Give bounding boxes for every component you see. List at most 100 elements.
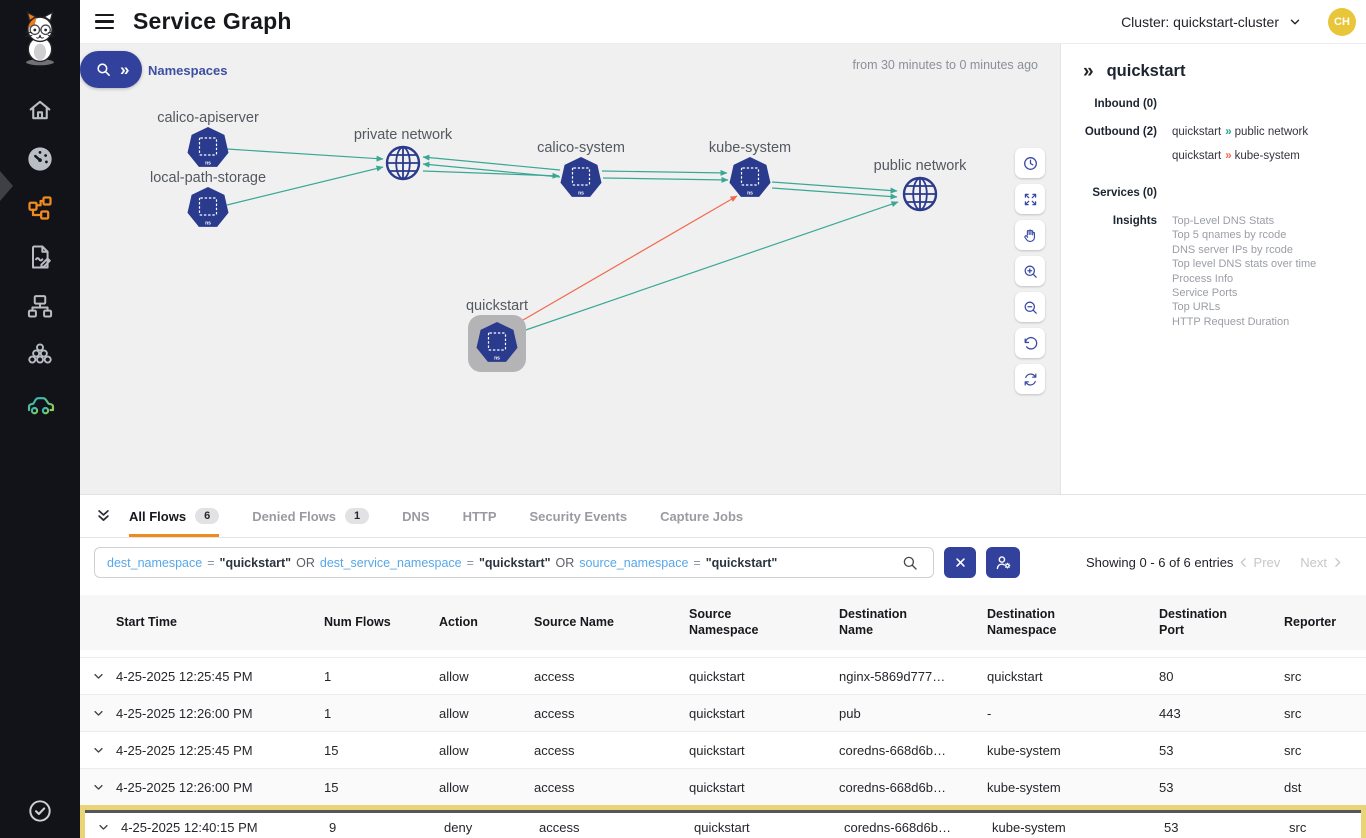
column-header[interactable]: Source Namespace xyxy=(689,607,759,637)
sidebar-item-dashboard-gauge-icon[interactable] xyxy=(25,144,55,174)
table-row[interactable]: 4-25-2025 12:25:45 PM 1 allow access quickst… xyxy=(80,657,1366,694)
refresh-button[interactable] xyxy=(1015,364,1045,394)
sidebar-item-policies-icon[interactable] xyxy=(25,242,55,272)
query-token-field: dest_service_namespace xyxy=(319,555,462,570)
row-expander-icon[interactable] xyxy=(80,669,116,684)
zoom-out-button[interactable] xyxy=(1015,292,1045,322)
graph-edge-allow[interactable] xyxy=(516,201,899,334)
graph-edge-allow[interactable] xyxy=(771,187,898,200)
graph-edge-allow[interactable] xyxy=(601,169,728,176)
sidebar-item-service-graph-icon[interactable] xyxy=(25,193,55,223)
row-expander-icon[interactable] xyxy=(80,706,116,721)
table-cell: - xyxy=(987,705,992,721)
insight-link[interactable]: Top 5 qnames by rcode xyxy=(1172,229,1287,242)
row-expander-icon[interactable] xyxy=(80,780,116,795)
graph-node-kube-system[interactable]: ns kube-system xyxy=(707,138,793,197)
graph-search-pill[interactable]: » xyxy=(80,51,143,88)
row-expander-icon[interactable] xyxy=(85,820,121,835)
graph-edge-deny[interactable] xyxy=(510,195,738,328)
details-section-label: Services (0) xyxy=(1092,187,1157,199)
table-row[interactable]: 4-25-2025 12:40:15 PM 9 deny access quicksta… xyxy=(80,805,1366,838)
tab-dns[interactable]: DNS xyxy=(402,495,429,537)
entry-source: quickstart xyxy=(1172,126,1222,138)
tab-denied-flows[interactable]: Denied Flows 1 xyxy=(252,495,370,537)
fit-to-screen-button[interactable] xyxy=(1015,184,1045,214)
table-row[interactable]: 4-25-2025 12:26:00 PM 1 allow access quickst… xyxy=(80,694,1366,731)
sidebar-item-certificate-check-icon[interactable] xyxy=(25,796,55,826)
sidebar-item-network-topology-icon[interactable] xyxy=(25,291,55,321)
breadcrumb[interactable]: Namespaces xyxy=(148,63,228,78)
tab-all-flows[interactable]: All Flows 6 xyxy=(129,495,220,537)
pan-button[interactable] xyxy=(1015,220,1045,250)
collapse-flows-icon[interactable] xyxy=(94,507,113,526)
graph-node-calico-apiserver[interactable]: ns calico-apiserver xyxy=(155,108,261,167)
graph-edge-allow[interactable] xyxy=(422,170,560,179)
insight-link[interactable]: DNS server IPs by rcode xyxy=(1172,243,1294,256)
column-header[interactable]: Source Name xyxy=(534,615,614,629)
insight-link[interactable]: Top URLs xyxy=(1172,301,1221,314)
column-header[interactable]: Reporter xyxy=(1284,615,1337,629)
graph-node-calico-system[interactable]: ns calico-system xyxy=(535,138,627,197)
table-cell: access xyxy=(534,668,575,684)
graph-edge-allow[interactable] xyxy=(602,176,729,183)
next-page-button[interactable]: Next xyxy=(1300,555,1344,570)
flow-direction-icon: » xyxy=(1225,126,1231,138)
flow-filter-input[interactable]: dest_namespace = "quickstart" OR dest_servic… xyxy=(94,547,934,578)
collapse-panel-icon[interactable]: » xyxy=(1083,61,1094,82)
insight-link[interactable]: Top-Level DNS Stats xyxy=(1172,215,1275,227)
table-cell: coredns-668d6b… xyxy=(839,742,946,758)
menu-hamburger-icon[interactable] xyxy=(95,13,114,30)
insight-link[interactable]: Process Info xyxy=(1172,272,1234,285)
table-cell: allow xyxy=(439,742,469,758)
table-cell: 4-25-2025 12:40:15 PM xyxy=(121,820,258,835)
graph-edge-allow[interactable] xyxy=(226,165,384,206)
column-header[interactable]: Destination Port xyxy=(1159,607,1228,637)
graph-node-private-network[interactable]: private network xyxy=(352,125,455,181)
graph-edge-allow[interactable] xyxy=(422,154,561,171)
svg-text:ns: ns xyxy=(747,191,753,197)
calico-cat-logo[interactable] xyxy=(14,8,66,73)
tab-http[interactable]: HTTP xyxy=(463,495,497,537)
graph-node-quickstart[interactable]: ns quickstart xyxy=(464,296,530,372)
service-graph-canvas[interactable]: ns calico-apiserver ns local-path-storage pr… xyxy=(80,44,1060,494)
query-token-field: source_namespace xyxy=(579,555,689,570)
time-range-label: from 30 minutes to 0 minutes ago xyxy=(852,58,1038,72)
graph-node-public-network[interactable]: public network xyxy=(872,156,969,212)
column-header[interactable]: Start Time xyxy=(116,615,177,629)
flow-settings-button[interactable] xyxy=(986,547,1020,578)
outbound-entry[interactable]: quickstart» kube-system xyxy=(1172,149,1308,164)
cluster-selector[interactable]: Cluster: quickstart-cluster xyxy=(1121,14,1302,30)
table-cell: 53 xyxy=(1164,820,1179,835)
insight-link[interactable]: Service Ports xyxy=(1172,287,1238,300)
tab-security-events[interactable]: Security Events xyxy=(530,495,628,537)
undo-button[interactable] xyxy=(1015,328,1045,358)
outbound-entry[interactable]: quickstart» public network xyxy=(1172,125,1308,140)
sidebar-item-home-icon[interactable] xyxy=(25,95,55,125)
column-header[interactable]: Destination Namespace xyxy=(987,607,1057,637)
sidebar-item-workloads-cluster-icon[interactable] xyxy=(25,340,55,370)
row-expander-icon[interactable] xyxy=(80,743,116,758)
sidebar-item-compliance-car-icon[interactable] xyxy=(25,389,55,419)
chevron-down-icon xyxy=(1290,19,1300,24)
table-row[interactable]: 4-25-2025 12:26:00 PM 15 allow access quicks… xyxy=(80,768,1366,805)
graph-node-local-path-storage[interactable]: ns local-path-storage xyxy=(148,168,268,227)
graph-edge-allow[interactable] xyxy=(771,181,898,194)
graph-edge-allow[interactable] xyxy=(226,148,384,162)
search-icon xyxy=(901,554,919,575)
zoom-in-button[interactable] xyxy=(1015,256,1045,286)
insight-link[interactable]: HTTP Request Duration xyxy=(1172,315,1290,328)
table-row[interactable]: 4-25-2025 12:25:45 PM 15 allow access quicks… xyxy=(80,731,1366,768)
insight-link[interactable]: Top level DNS stats over time xyxy=(1172,258,1317,271)
tab-capture-jobs[interactable]: Capture Jobs xyxy=(660,495,743,537)
page-title: Service Graph xyxy=(133,8,292,34)
clear-filter-button[interactable] xyxy=(944,547,976,578)
flows-tabs-bar: All Flows 6 Denied Flows 1 DNS HTTP Security E… xyxy=(80,495,1366,538)
time-settings-button[interactable] xyxy=(1015,148,1045,178)
prev-page-button[interactable]: Prev xyxy=(1237,555,1280,570)
column-header[interactable]: Num Flows xyxy=(324,615,391,629)
pagination-summary: Showing 0 - 6 of 6 entries xyxy=(1086,555,1234,570)
column-header[interactable]: Action xyxy=(439,615,478,629)
column-header[interactable]: Destination Name xyxy=(839,607,908,637)
avatar[interactable]: CH xyxy=(1328,7,1356,36)
cluster-selector-label: Cluster: quickstart-cluster xyxy=(1121,13,1279,30)
